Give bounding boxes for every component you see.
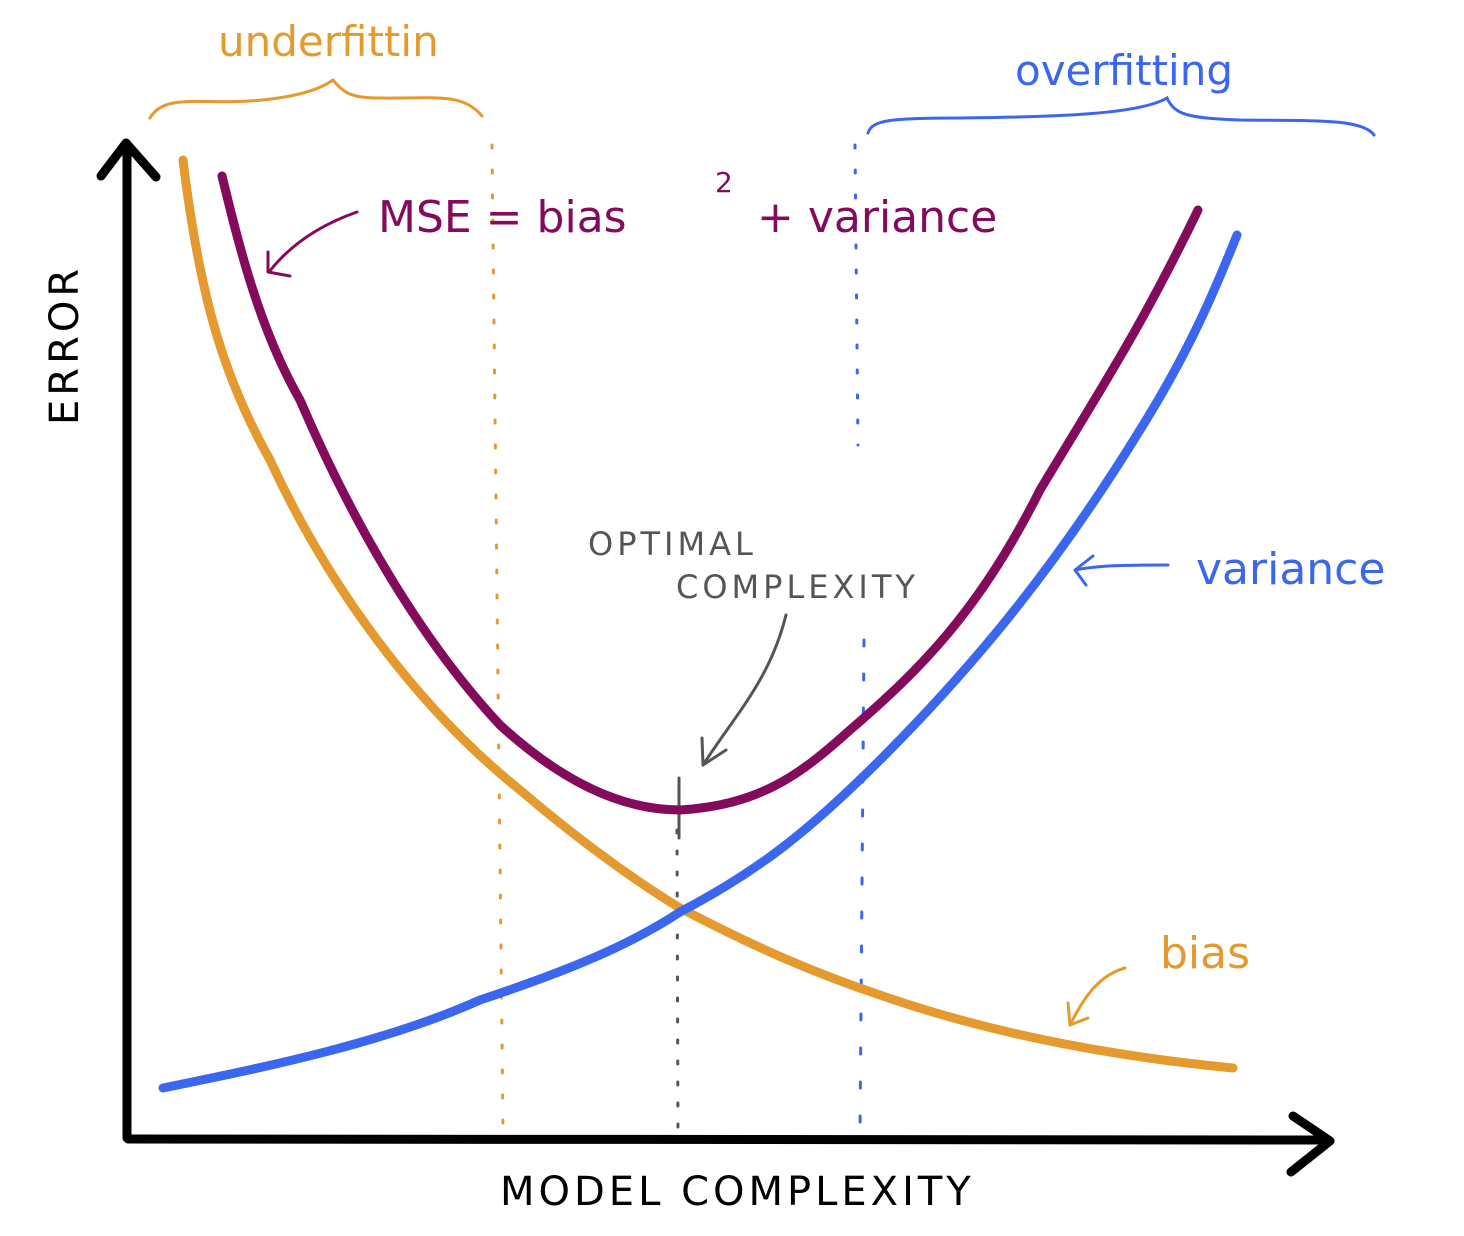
mse-arrow: [266, 210, 359, 278]
variance-curve: [158, 230, 1242, 1093]
bias-arrow: [1066, 966, 1127, 1027]
mse-formula: MSE = bias 2 + variance: [378, 152, 997, 243]
overfitting-boundary-line-upper: [853, 143, 860, 447]
x-axis-arrowhead: [1286, 1111, 1335, 1177]
axes: [96, 138, 1335, 1177]
overfitting-label: overfitting: [1015, 46, 1233, 95]
optimal-complexity-label-line2: COMPLEXITY: [676, 568, 919, 606]
mse-formula-prefix: MSE = bias: [378, 192, 627, 243]
bias-label: bias: [1160, 928, 1250, 979]
mse-curve: [217, 171, 1203, 815]
x-axis-label: MODEL COMPLEXITY: [500, 1169, 975, 1215]
x-axis: [123, 1134, 1333, 1145]
overfitting-brace: [866, 95, 1376, 137]
optimal-complexity-label-line1: OPTIMAL: [588, 525, 757, 563]
underfitting-brace: [148, 77, 484, 120]
variance-arrow: [1073, 554, 1170, 587]
y-axis-arrowhead: [96, 138, 161, 182]
mse-formula-suffix: + variance: [757, 192, 997, 243]
variance-label: variance: [1196, 544, 1385, 595]
y-axis-label: ERROR: [42, 265, 88, 425]
bias-curve: [178, 155, 1238, 1073]
mse-formula-exponent: 2: [715, 166, 733, 199]
overfitting-boundary-line-lower: [858, 638, 866, 1132]
optimal-complexity-line: [675, 828, 680, 1142]
underfitting-label: underfittin: [218, 17, 439, 66]
optimal-arrow: [700, 613, 788, 767]
underfitting-boundary-line: [490, 143, 505, 1132]
